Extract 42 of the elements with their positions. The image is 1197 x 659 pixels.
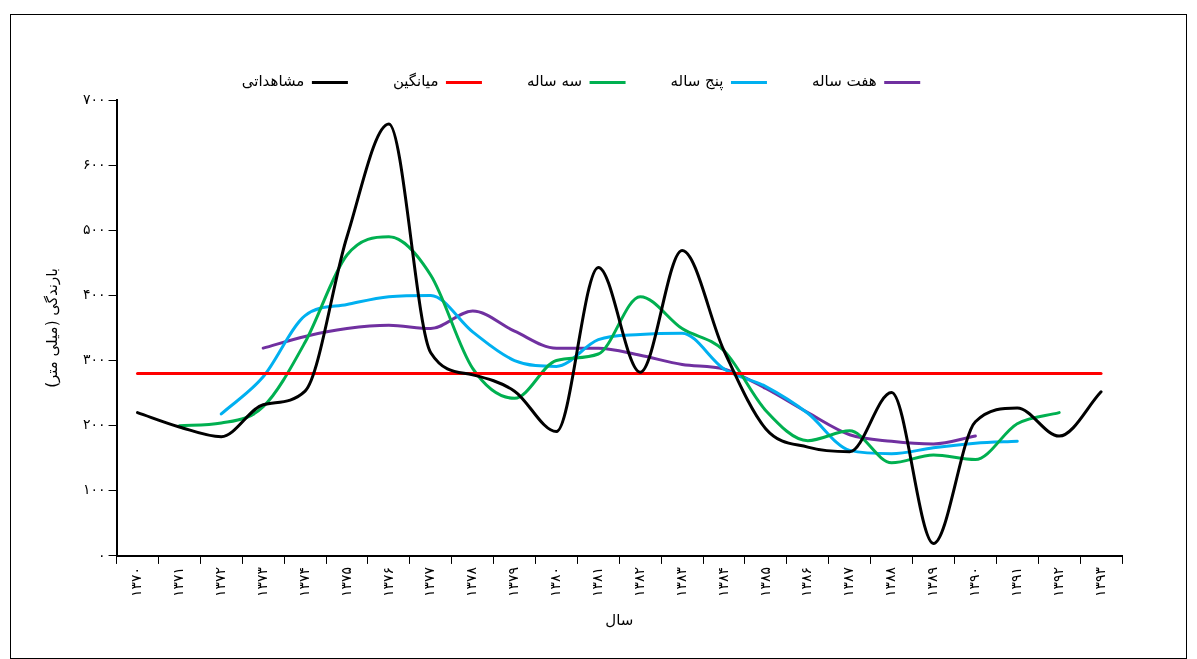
legend-label: هفت ساله — [811, 72, 877, 91]
legend-label: مشاهداتی — [241, 72, 305, 91]
y-tick-label: ۰ — [98, 546, 106, 563]
x-tick-label: ۱۳۸۵ — [756, 566, 773, 597]
x-tick-label: ۱۳۷۰ — [128, 566, 145, 597]
x-tick-label: ۱۳۸۰ — [547, 566, 564, 597]
x-tick-label: ۱۳۷۱ — [170, 566, 187, 597]
legend-label: سه ساله — [526, 72, 583, 91]
x-axis-title: سال — [605, 610, 634, 629]
line-series — [219, 293, 1019, 456]
y-axis-title: بارندگی (میلی متر) — [42, 268, 61, 388]
x-tick-label: ۱۳۸۴ — [714, 566, 731, 597]
line-series — [177, 235, 1061, 465]
x-tick-label: ۱۳۹۲ — [1049, 566, 1066, 597]
x-tick-label: ۱۳۹۱ — [1007, 566, 1024, 597]
line-series — [136, 122, 1103, 546]
y-tick-label: ۷۰۰ — [83, 90, 106, 107]
x-tick-label: ۱۳۸۳ — [672, 566, 689, 597]
x-tick-label: ۱۳۷۸ — [463, 566, 480, 597]
y-tick-label: ۵۰۰ — [83, 220, 106, 237]
x-tick-label: ۱۳۷۶ — [379, 566, 396, 597]
x-tick-label: ۱۳۸۷ — [840, 566, 857, 597]
y-tick-label: ۲۰۰ — [83, 416, 106, 433]
x-tick-label: ۱۳۸۸ — [882, 566, 899, 597]
x-tick-label: ۱۳۸۹ — [924, 566, 941, 597]
x-tick-label: ۱۳۹۳ — [1091, 566, 1108, 597]
x-tick-label: ۱۳۷۴ — [295, 566, 312, 597]
legend-label: میانگین — [392, 72, 439, 91]
x-tick-label: ۱۳۷۳ — [253, 566, 270, 597]
x-tick-label: ۱۳۷۲ — [211, 566, 228, 597]
x-tick-label: ۱۳۸۱ — [588, 566, 605, 597]
x-tick-label: ۱۳۷۹ — [505, 566, 522, 597]
y-tick-label: ۶۰۰ — [83, 155, 106, 172]
x-tick-label: ۱۳۸۲ — [630, 566, 647, 597]
x-tick-label: ۱۳۷۷ — [421, 566, 438, 597]
x-tick-label: ۱۳۹۰ — [966, 566, 983, 597]
y-tick-label: ۳۰۰ — [83, 351, 106, 368]
y-tick-label: ۱۰۰ — [83, 481, 106, 498]
y-tick-label: ۴۰۰ — [83, 286, 106, 303]
x-tick-label: ۱۳۷۵ — [337, 566, 354, 597]
x-tick-label: ۱۳۸۶ — [798, 566, 815, 597]
legend-label: پنج ساله — [670, 72, 724, 92]
